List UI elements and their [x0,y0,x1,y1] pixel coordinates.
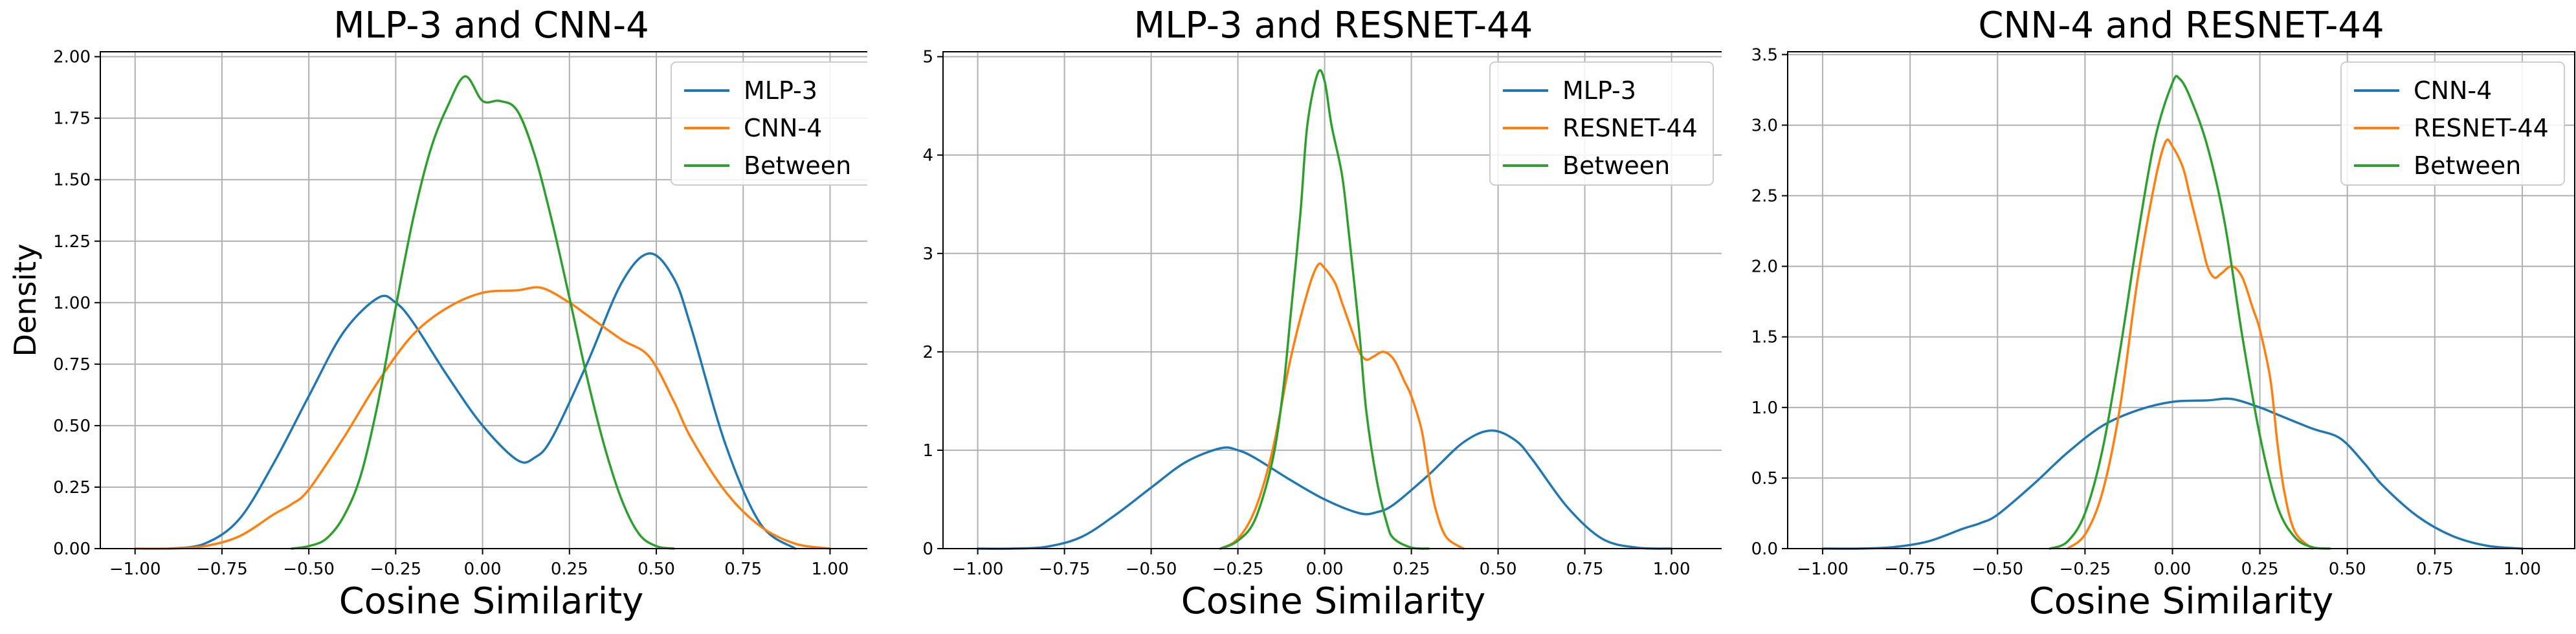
y-tick-label: 2.00 [53,48,91,67]
y-tick-label: 3.5 [1751,45,1778,65]
y-tick-label: 0.50 [53,417,91,436]
y-tick-label: 2 [922,343,933,362]
y-tick-label: 0.00 [53,540,91,559]
x-tick-label: −0.75 [1884,560,1936,579]
y-tick-label: 0.0 [1751,540,1778,559]
x-tick-label: 0.75 [1566,560,1604,579]
y-axis-label: Density [8,244,43,357]
legend: MLP-3 CNN-4 Between [671,61,867,186]
chart-title: MLP-3 and CNN-4 [333,5,649,47]
x-axis: −1.00 −0.75 −0.50 −0.25 0.00 0.25 0.50 0.75 1.00 [109,549,849,579]
series-line-between [2049,74,2331,550]
y-tick-label: 1.50 [53,171,91,190]
y-tick-label: 1 [922,441,933,461]
y-tick-label: 0 [922,540,933,559]
x-tick-label: 0.50 [2329,560,2366,579]
x-tick-label: 0.50 [1480,560,1517,579]
y-tick-label: 1.25 [53,232,91,252]
plot-frame [100,51,867,549]
y-tick-label: 0.75 [53,355,91,375]
x-tick-label: −0.50 [1126,560,1177,579]
series-lines [976,69,1673,550]
y-tick-label: 3.0 [1751,116,1778,135]
series-line-between [290,75,675,550]
y-tick-label: 1.00 [53,294,91,313]
x-axis-label: Cosine Similarity [339,580,644,622]
chart-title: CNN-4 and RESNET-44 [1978,5,2384,47]
series-lines [133,75,832,551]
x-axis: −1.00 −0.75 −0.50 −0.25 0.00 0.25 0.50 0.75 1.00 [1797,549,2541,579]
legend-label-between: Between [1562,151,1670,180]
y-axis: 0 1 2 3 4 5 [922,48,943,559]
grid-lines [100,52,867,549]
x-axis: −1.00 −0.75 −0.50 −0.25 0.00 0.25 0.50 0.75 1.00 [952,549,1691,579]
series-line-cnn-4 [133,286,832,551]
x-tick-label: 1.00 [2504,560,2541,579]
series-line-cnn-4 [1821,397,2524,550]
x-tick-label: 0.25 [551,560,588,579]
x-tick-label: −0.25 [370,560,422,579]
y-tick-label: 0.5 [1751,469,1778,488]
series-line-mlp-3 [168,252,797,550]
y-axis: 0.00 0.25 0.50 0.75 1.00 1.25 1.50 1.75 2.00 [53,48,100,559]
legend-box [1489,61,1714,186]
x-tick-label: 0.00 [464,560,502,579]
x-tick-label: −0.75 [1039,560,1091,579]
x-tick-label: 0.25 [2241,560,2279,579]
legend-label-between: Between [2414,151,2521,180]
x-tick-label: −0.50 [1971,560,2023,579]
x-tick-label: −1.00 [109,560,161,579]
y-tick-label: 1.5 [1751,328,1778,347]
x-tick-label: 0.75 [2416,560,2454,579]
legend-label-mlp-3: MLP-3 [1562,76,1636,105]
legend-label-cnn-4: CNN-4 [744,114,822,142]
series-lines [1821,74,2524,550]
chart-panel-mlp3-resnet44: −1.00 −0.75 −0.50 −0.25 0.00 0.25 0.50 0.75 1.00… [922,5,1722,622]
plot-frame [942,51,1722,549]
legend-box [2340,61,2565,186]
y-tick-label: 3 [922,245,933,264]
legend-label-cnn-4: CNN-4 [2414,76,2492,105]
x-tick-label: 1.00 [1653,560,1691,579]
legend-label-resnet-44: RESNET-44 [2414,114,2549,142]
x-tick-label: 0.50 [638,560,675,579]
x-tick-label: 0.75 [724,560,762,579]
x-axis-label: Cosine Similarity [1181,580,1486,622]
y-tick-label: 1.75 [53,109,91,129]
x-tick-label: −1.00 [952,560,1004,579]
legend-box [671,61,867,186]
chart-panel-cnn4-resnet44: −1.00 −0.75 −0.50 −0.25 0.00 0.25 0.50 0.75 1.00… [1751,5,2575,622]
x-tick-label: 1.00 [812,560,849,579]
y-tick-label: 2.5 [1751,187,1778,206]
chart-panel-mlp3-cnn4: −1.00 −0.75 −0.50 −0.25 0.00 0.25 0.50 0.75 1.00… [8,5,867,622]
x-tick-label: 0.25 [1393,560,1430,579]
x-tick-label: −1.00 [1797,560,1849,579]
chart-title: MLP-3 and RESNET-44 [1134,5,1533,47]
legend-label-resnet-44: RESNET-44 [1562,114,1698,142]
legend-label-between: Between [744,151,851,180]
y-tick-label: 1.0 [1751,399,1778,418]
y-tick-label: 5 [922,48,933,67]
x-tick-label: −0.25 [2060,560,2111,579]
x-tick-label: −0.25 [1212,560,1264,579]
y-tick-label: 0.25 [53,478,91,497]
legend: MLP-3 RESNET-44 Between [1489,61,1714,186]
series-line-mlp-3 [976,429,1673,550]
y-tick-label: 2.0 [1751,257,1778,277]
series-line-resnet-44 [2066,138,2314,550]
x-tick-label: −0.75 [196,560,248,579]
y-axis: 0.0 0.5 1.0 1.5 2.0 2.5 3.0 3.5 [1751,45,1788,559]
legend: CNN-4 RESNET-44 Between [2340,61,2565,186]
legend-label-mlp-3: MLP-3 [744,76,817,105]
x-tick-label: 0.00 [1306,560,1344,579]
x-tick-label: 0.00 [2154,560,2192,579]
series-line-between [1219,69,1430,550]
x-axis-label: Cosine Similarity [2029,580,2334,622]
plot-frame [1787,51,2575,549]
series-line-resnet-44 [1219,262,1465,550]
x-tick-label: −0.50 [283,560,335,579]
y-tick-label: 4 [922,146,933,166]
